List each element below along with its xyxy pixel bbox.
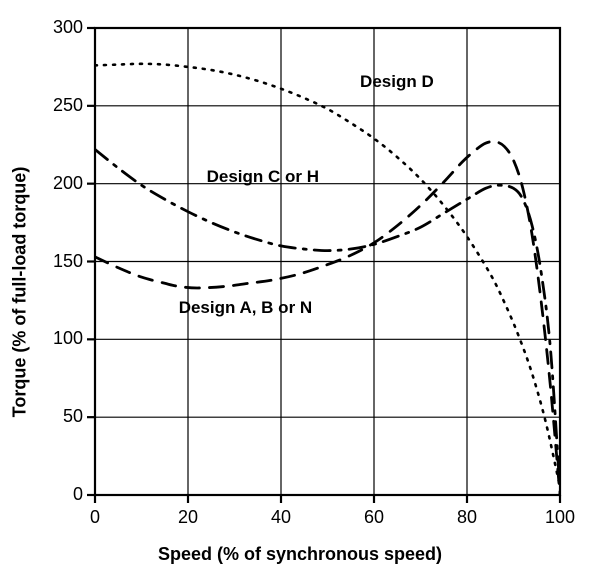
y-tick-label: 100 [53,328,83,349]
y-tick-label: 150 [53,251,83,272]
x-tick-label: 0 [80,507,110,528]
y-tick-label: 0 [73,484,83,505]
x-tick-label: 60 [359,507,389,528]
y-axis-label: Torque (% of full-load torque) [10,166,31,417]
y-tick-label: 300 [53,17,83,38]
y-tick-label: 200 [53,173,83,194]
x-tick-label: 40 [266,507,296,528]
y-tick-label: 250 [53,95,83,116]
series-label: Design C or H [207,167,319,187]
y-tick-label: 50 [63,406,83,427]
series-design-d [95,64,560,487]
chart-svg [0,0,600,583]
series-label: Design A, B or N [179,298,313,318]
series-design-a-b-or-n [95,141,560,495]
series-design-c-or-h [95,149,560,491]
chart-container: Torque (% of full-load torque) Speed (% … [0,0,600,583]
x-tick-label: 100 [545,507,575,528]
x-tick-label: 80 [452,507,482,528]
x-tick-label: 20 [173,507,203,528]
x-axis-label: Speed (% of synchronous speed) [158,544,442,565]
series-label: Design D [360,72,434,92]
